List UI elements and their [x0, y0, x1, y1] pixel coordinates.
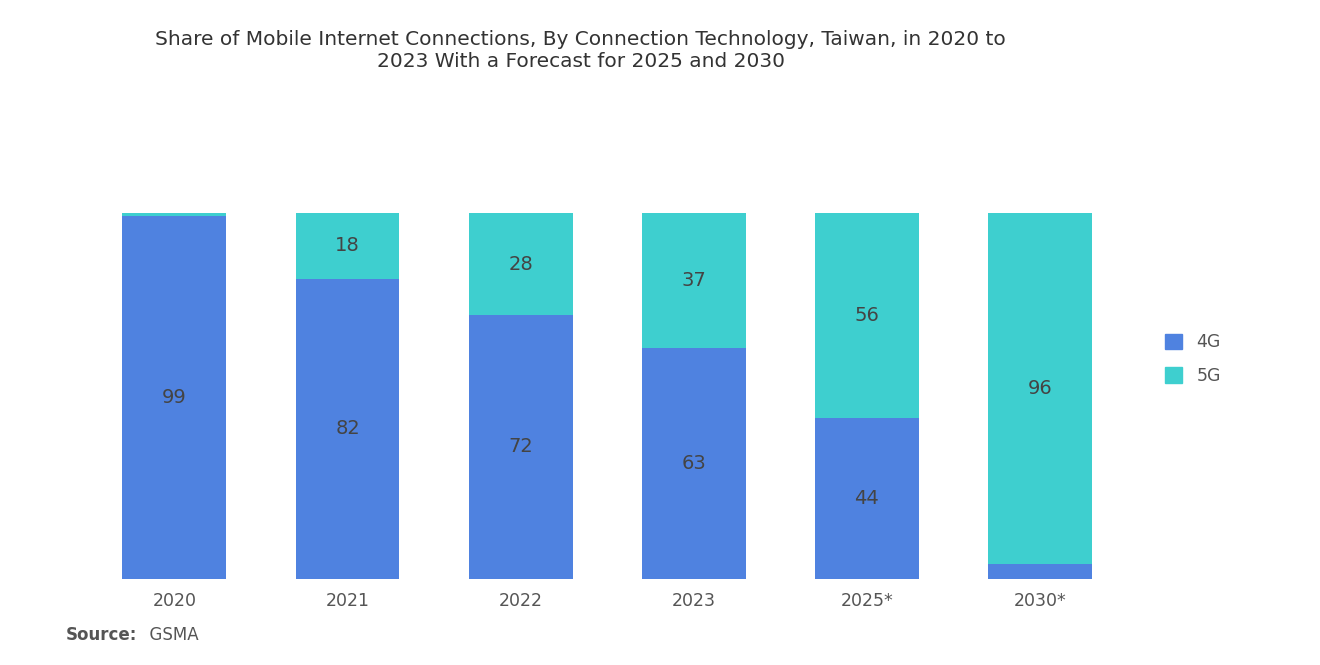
- Bar: [642, 213, 746, 348]
- Text: 56: 56: [854, 306, 879, 325]
- Bar: [469, 315, 573, 579]
- Bar: [814, 418, 919, 579]
- Text: 18: 18: [335, 236, 360, 255]
- Text: 82: 82: [335, 419, 360, 438]
- Text: 44: 44: [854, 489, 879, 507]
- Legend: 4G, 5G: 4G, 5G: [1166, 333, 1221, 385]
- Text: 28: 28: [508, 255, 533, 273]
- Bar: [123, 213, 226, 216]
- Bar: [642, 348, 746, 579]
- Bar: [296, 213, 400, 279]
- Bar: [469, 213, 573, 315]
- Text: 96: 96: [1027, 379, 1052, 398]
- Bar: [296, 279, 400, 579]
- Text: 63: 63: [681, 454, 706, 473]
- Bar: [123, 216, 226, 579]
- Text: 99: 99: [162, 388, 187, 407]
- Text: Share of Mobile Internet Connections, By Connection Technology, Taiwan, in 2020 : Share of Mobile Internet Connections, By…: [156, 30, 1006, 71]
- Bar: [989, 564, 1092, 579]
- Text: 37: 37: [681, 271, 706, 290]
- Bar: [814, 213, 919, 418]
- Bar: [989, 213, 1092, 564]
- Text: Source:: Source:: [66, 626, 137, 644]
- Text: GSMA: GSMA: [139, 626, 198, 644]
- Text: 72: 72: [508, 438, 533, 456]
